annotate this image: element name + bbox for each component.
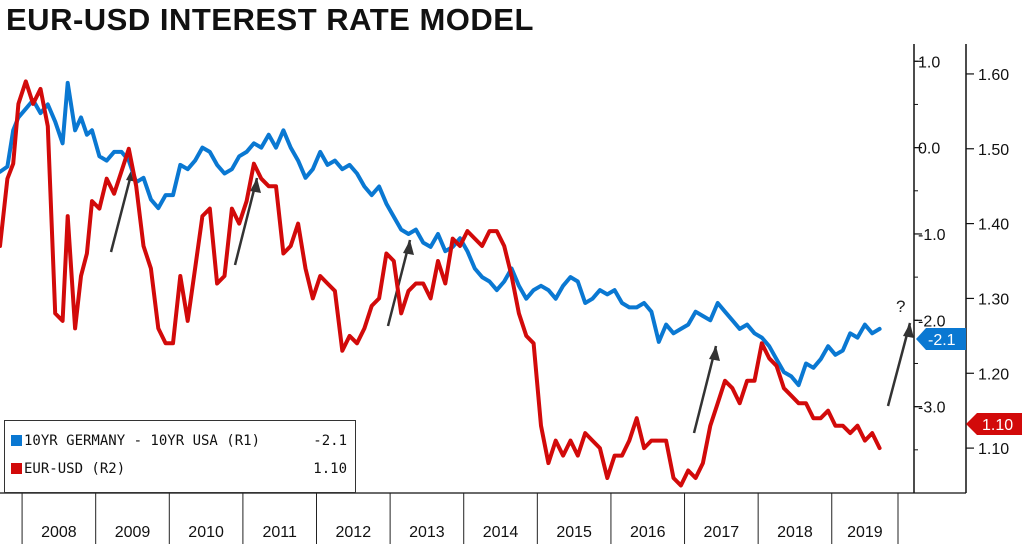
r2-tick-label: 1.30 [978,291,1009,308]
r2-tick-label: 1.10 [978,441,1009,458]
arrowhead [709,346,720,361]
question-mark-annotation: ? [896,297,905,316]
x-tick-label: 2014 [483,524,519,541]
r1-ticks: 1.0 0.0 -1.0 -2.0 -3.0 [914,54,946,451]
arrowhead [250,178,261,193]
x-tick-label: 2018 [777,524,813,541]
spread-tag-text: -2.1 [928,332,956,349]
x-tick-label: 2011 [263,524,298,541]
x-tick-label: 2016 [630,524,666,541]
x-tick-label: 2012 [336,524,372,541]
spread-last-value-tag: -2.1 [916,328,966,350]
legend: 10YR GERMANY - 10YR USA (R1) -2.1 EUR-US… [4,420,356,493]
eurusd-series-line [0,79,882,488]
r2-tick-label: 1.40 [978,217,1009,234]
x-tick-label: 2008 [41,524,77,541]
eurusd-tag-text: 1.10 [982,417,1013,434]
trend-arrow [233,177,259,266]
spread-series-line [0,80,882,388]
trend-arrow [109,166,135,253]
r2-tick-label: 1.20 [978,366,1009,383]
x-tick-label: 2017 [704,524,740,541]
axes-frame [0,44,967,494]
r1-tick-label: -3.0 [918,400,946,417]
r2-tick-label: 1.60 [978,67,1009,84]
chart-title: EUR-USD INTEREST RATE MODEL [6,2,534,37]
x-tick-label: 2013 [409,524,445,541]
series-lines [0,79,882,488]
x-tick-label: 2015 [556,524,592,541]
year-dividers: 2008 2009 2010 2011 2012 2013 2014 2015 2016 2017… [21,493,899,544]
x-tick-label: 2019 [847,524,883,541]
legend-item-spread: 10YR GERMANY - 10YR USA (R1) -2.1 [11,433,347,453]
arrowhead [403,240,414,255]
r1-tick-label: -1.0 [918,227,946,244]
x-tick-label: 2010 [188,524,224,541]
arrowhead [903,323,914,338]
eurusd-last-value-tag: 1.10 [966,413,1022,435]
r2-tick-label: 1.50 [978,142,1009,159]
legend-label: 10YR GERMANY - 10YR USA (R1) [24,433,261,449]
trend-arrow [692,345,718,434]
eurusd-tag-shape [966,413,1022,435]
legend-swatch-blue [11,435,22,446]
spread-tag-shape [916,328,966,350]
r1-tick-label: 0.0 [918,141,940,158]
legend-label: EUR-USD (R2) [24,461,126,477]
r2-ticks: 1.60 1.50 1.40 1.30 1.20 1.10 [966,67,1009,458]
trend-arrow [886,322,912,407]
legend-swatch-red [11,463,22,474]
trend-arrow [386,239,412,327]
x-tick-label: 2009 [115,524,151,541]
legend-value: 1.10 [313,461,347,477]
r1-tick-label: 1.0 [918,54,940,71]
legend-item-eurusd: EUR-USD (R2) 1.10 [11,461,347,481]
legend-value: -2.1 [313,433,347,449]
r1-tick-label: -2.0 [918,313,946,330]
